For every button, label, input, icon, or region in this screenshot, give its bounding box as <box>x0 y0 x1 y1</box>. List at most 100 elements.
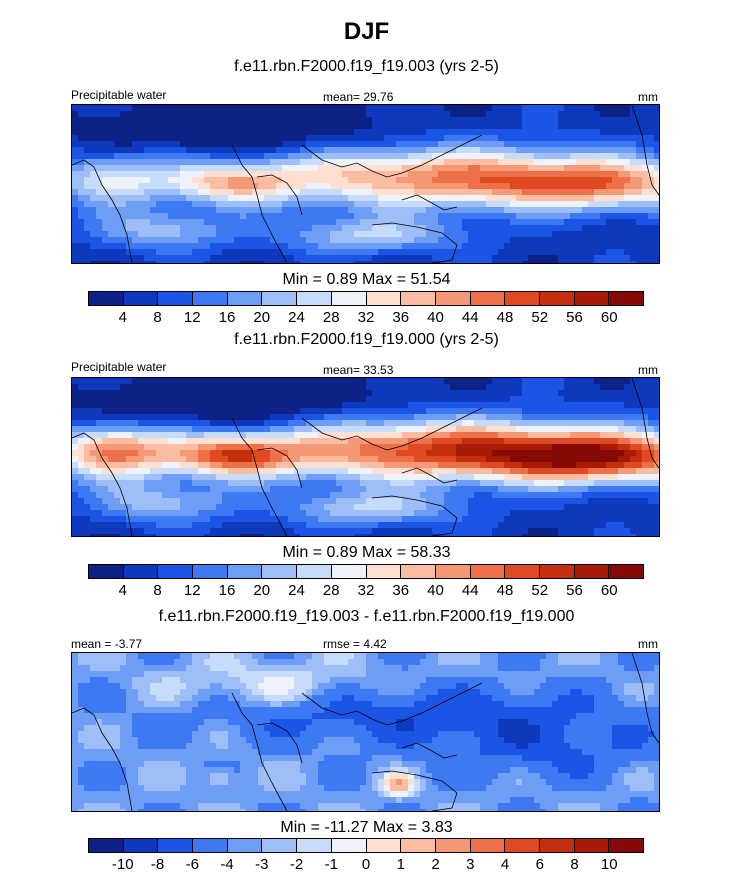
field-cell <box>216 486 223 493</box>
field-cell <box>606 498 613 505</box>
field-cell <box>576 207 583 214</box>
field-cell <box>648 249 655 256</box>
field-cell <box>588 450 595 457</box>
field-cell <box>342 486 349 493</box>
field-cell <box>174 432 181 439</box>
field-cell <box>102 117 109 124</box>
field-cell <box>306 438 313 445</box>
field-cell <box>636 480 643 487</box>
field-cell <box>246 153 253 160</box>
field-cell <box>174 159 181 166</box>
field-cell <box>168 261 175 263</box>
field-cell <box>516 255 523 262</box>
field-cell <box>120 231 127 238</box>
field-cell <box>102 195 109 202</box>
panel-1-title: f.e11.rbn.F2000.f19_f19.003 (yrs 2-5) <box>234 58 499 75</box>
field-cell <box>288 195 295 202</box>
field-cell <box>450 231 457 238</box>
colorbar-swatch <box>609 292 643 305</box>
field-cell <box>120 183 127 190</box>
field-cell <box>654 231 659 238</box>
field-cell <box>654 135 659 142</box>
field-cell <box>420 408 427 415</box>
field-cell <box>294 390 301 397</box>
field-cell <box>486 117 493 124</box>
field-cell <box>300 474 307 481</box>
field-cell <box>366 432 373 439</box>
field-cell <box>156 201 163 208</box>
field-cell <box>432 486 439 493</box>
field-cell <box>72 249 79 256</box>
field-cell <box>90 486 97 493</box>
field-cell <box>162 159 169 166</box>
field-cell <box>642 486 649 493</box>
field-cell <box>204 165 211 172</box>
field-cell <box>126 390 133 397</box>
field-cell <box>492 243 499 250</box>
field-cell <box>228 462 235 469</box>
field-cell <box>216 438 223 445</box>
field-cell <box>144 516 151 523</box>
field-cell <box>522 426 529 433</box>
field-cell <box>252 147 259 154</box>
field-cell <box>168 225 175 232</box>
field-cell <box>324 255 331 262</box>
field-cell <box>564 183 571 190</box>
field-cell <box>654 129 659 136</box>
field-cell <box>540 159 547 166</box>
field-cell <box>336 480 343 487</box>
field-cell <box>558 384 565 391</box>
field-cell <box>420 462 427 469</box>
field-cell <box>90 414 97 421</box>
field-cell <box>150 237 157 244</box>
field-cell <box>234 504 241 511</box>
field-cell <box>498 408 505 415</box>
field-cell <box>576 105 583 112</box>
field-cell <box>78 462 85 469</box>
field-cell <box>120 408 127 415</box>
field-cell <box>528 486 535 493</box>
field-cell <box>504 225 511 232</box>
field-cell <box>576 450 583 457</box>
field-cell <box>564 474 571 481</box>
field-cell <box>240 510 247 517</box>
field-cell <box>126 207 133 214</box>
field-cell <box>120 237 127 244</box>
field-cell <box>96 426 103 433</box>
field-cell <box>138 462 145 469</box>
field-cell <box>216 444 223 451</box>
field-cell <box>228 504 235 511</box>
field-cell <box>498 492 505 499</box>
field-cell <box>216 117 223 124</box>
field-cell <box>444 171 451 178</box>
field-cell <box>486 396 493 403</box>
field-cell <box>324 498 331 505</box>
field-cell <box>288 153 295 160</box>
field-cell <box>450 450 457 457</box>
field-cell <box>180 123 187 130</box>
field-cell <box>516 498 523 505</box>
field-cell <box>438 237 445 244</box>
field-cell <box>222 255 229 262</box>
field-cell <box>84 153 91 160</box>
field-cell <box>222 201 229 208</box>
field-cell <box>216 129 223 136</box>
field-cell <box>522 207 529 214</box>
field-cell <box>558 231 565 238</box>
field-cell <box>426 105 433 112</box>
field-cell <box>300 510 307 517</box>
field-cell <box>180 474 187 481</box>
field-cell <box>114 189 121 196</box>
field-cell <box>486 432 493 439</box>
field-cell <box>330 219 337 226</box>
field-cell <box>348 255 355 262</box>
field-cell <box>624 432 631 439</box>
field-cell <box>552 414 559 421</box>
field-cell <box>348 171 355 178</box>
field-cell <box>84 408 91 415</box>
field-cell <box>240 255 247 262</box>
field-cell <box>522 456 529 463</box>
field-cell <box>360 207 367 214</box>
field-cell <box>492 159 499 166</box>
field-cell <box>534 384 541 391</box>
